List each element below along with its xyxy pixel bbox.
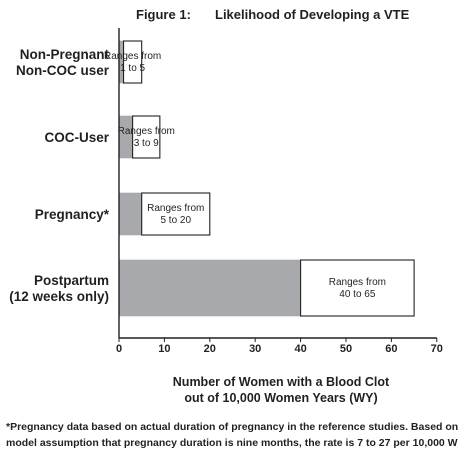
category-label: Non-Pregnant Non-COC user: [16, 47, 110, 78]
bar-baseline-segment: [118, 115, 133, 159]
range-label-line: 1 to 5: [120, 63, 145, 74]
x-tick-label: 40: [294, 343, 306, 355]
bar-range-segment: [132, 115, 161, 159]
category-label-line: Non-COC user: [16, 63, 110, 78]
range-label-line: Ranges from: [104, 51, 161, 62]
x-axis-title: Number of Women with a Blood Clot out of …: [173, 375, 390, 405]
x-tick-label: 10: [158, 343, 170, 355]
range-label-line: Ranges from: [118, 126, 175, 137]
x-axis: 0 10 20 30 40 50 60 70: [116, 28, 443, 355]
bar-baseline-segment: [118, 259, 301, 317]
range-label: Ranges from 40 to 65: [329, 277, 386, 300]
category-label-line: COC-User: [44, 130, 109, 145]
bar-range-segment: [300, 259, 415, 317]
footnote-line: model assumption that pregnancy duration…: [6, 437, 458, 449]
category-label-line: Pregnancy*: [35, 207, 110, 222]
range-label: Ranges from 3 to 9: [118, 126, 175, 149]
bar-range-segment: [122, 40, 143, 84]
x-axis-label-line: out of 10,000 Women Years (WY): [184, 391, 377, 405]
footnote: *Pregnancy data based on actual duration…: [6, 421, 458, 449]
category-label: COC-User: [44, 130, 109, 145]
category-labels: Non-Pregnant Non-COC user COC-User Pregnanc…: [9, 47, 110, 304]
category-label-line: Postpartum: [34, 273, 109, 288]
chart-title: Likelihood of Developing a VTE: [215, 7, 410, 22]
x-tick-label: 20: [204, 343, 216, 355]
range-label: Ranges from 1 to 5: [104, 51, 161, 74]
range-label-line: Ranges from: [329, 277, 386, 288]
x-axis-label-line: Number of Women with a Blood Clot: [173, 375, 390, 389]
x-tick-label: 60: [385, 343, 397, 355]
category-label: Postpartum (12 weeks only): [9, 273, 109, 304]
footnote-line: *Pregnancy data based on actual duration…: [6, 421, 458, 433]
bar-baseline-segment: [118, 192, 143, 236]
category-label-line: Non-Pregnant: [20, 47, 110, 62]
bar-range-segment: [141, 192, 211, 236]
range-label-line: 3 to 9: [134, 138, 159, 149]
range-label-line: 5 to 20: [160, 215, 191, 226]
x-tick-label: 0: [116, 343, 122, 355]
x-tick-label: 30: [249, 343, 261, 355]
x-tick-label: 50: [340, 343, 352, 355]
x-tick-label: 70: [431, 343, 443, 355]
range-label-line: Ranges from: [147, 203, 204, 214]
category-label-line: (12 weeks only): [9, 289, 109, 304]
range-label-line: 40 to 65: [339, 289, 376, 300]
range-label: Ranges from 5 to 20: [147, 203, 204, 226]
x-axis-label: Number of Women with a Blood Clot out of …: [173, 375, 390, 405]
figure-label: Figure 1:: [136, 7, 191, 22]
category-label: Pregnancy*: [35, 207, 110, 222]
